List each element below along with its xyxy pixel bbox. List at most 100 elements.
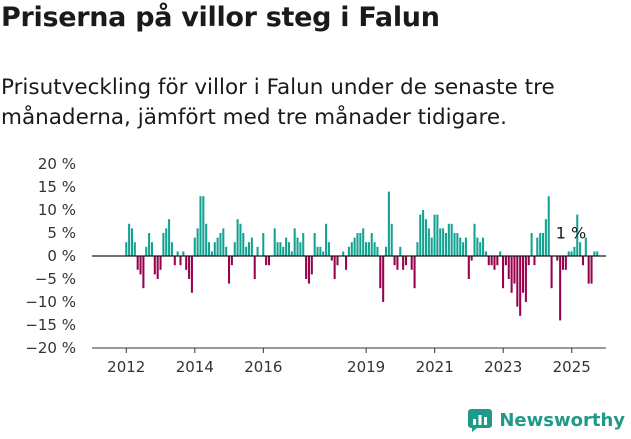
bar	[430, 237, 433, 256]
x-tick-label: 2016	[244, 358, 282, 376]
bar	[559, 256, 562, 321]
bar	[393, 256, 396, 266]
bar	[365, 242, 368, 256]
bar	[276, 242, 279, 256]
bar	[539, 233, 542, 256]
bar	[287, 242, 290, 256]
bar	[402, 256, 405, 270]
bar	[185, 256, 188, 270]
bar	[433, 214, 436, 256]
bar	[482, 237, 485, 256]
bar	[188, 256, 191, 279]
bar	[567, 251, 570, 256]
bar	[564, 256, 567, 270]
bar	[424, 219, 428, 256]
bar	[579, 242, 582, 256]
y-tick-label: −5 %	[35, 270, 76, 288]
bar	[596, 251, 599, 256]
bar	[327, 242, 330, 256]
bar	[239, 223, 242, 256]
x-axis: 2012 2014 2016 2019 2021 2023 2025	[92, 347, 606, 376]
bar	[293, 228, 296, 256]
bar	[159, 256, 162, 270]
bar	[593, 251, 596, 256]
bar	[459, 237, 462, 256]
y-axis: 20 % 15 % 10 % 5 % 0 % −5 % −10 % −15 % −20 %	[25, 155, 76, 357]
y-tick-label: 10 %	[38, 201, 76, 219]
bar	[199, 196, 202, 256]
bar	[496, 256, 499, 266]
bar	[173, 256, 176, 266]
bar	[376, 246, 379, 256]
bar	[213, 242, 216, 256]
bar	[576, 214, 579, 256]
y-tick-label: 0 %	[47, 247, 76, 265]
bar	[130, 228, 134, 256]
bar	[587, 256, 590, 284]
bar	[250, 237, 253, 256]
bar	[453, 233, 456, 256]
bar	[302, 233, 305, 256]
bar	[273, 228, 276, 256]
bar	[419, 214, 422, 256]
bar	[522, 256, 525, 293]
bar	[182, 251, 185, 256]
bar	[342, 251, 345, 256]
bar-series	[125, 191, 599, 321]
bar	[399, 246, 402, 256]
bar	[236, 219, 239, 256]
bar	[442, 228, 445, 256]
bar	[490, 256, 493, 266]
bar	[584, 237, 587, 256]
bar	[253, 256, 256, 279]
bar	[524, 256, 527, 302]
bar	[219, 233, 222, 256]
bar	[176, 251, 179, 256]
bar	[447, 223, 450, 256]
bar	[225, 246, 228, 256]
bar	[382, 256, 385, 302]
bar	[350, 242, 353, 256]
bar	[136, 256, 139, 270]
bar	[193, 237, 196, 256]
bar	[307, 256, 310, 284]
y-tick-label: −10 %	[25, 293, 76, 311]
bar	[450, 223, 453, 256]
bar	[356, 233, 359, 256]
bar	[279, 242, 282, 256]
chart-title: Priserna på villor steg i Falun	[1, 2, 440, 33]
bar	[359, 233, 362, 256]
bar	[379, 256, 382, 289]
bar	[305, 256, 308, 279]
bar	[319, 246, 322, 256]
bar	[387, 191, 390, 256]
bar	[233, 242, 236, 256]
bar	[519, 256, 522, 316]
bar	[196, 228, 199, 256]
bar	[170, 242, 173, 256]
bar-chart: 20 % 15 % 10 % 5 % 0 % −5 % −10 % −15 % −20 % 20…	[25, 155, 606, 376]
y-tick-label: −15 %	[25, 316, 76, 334]
bar	[444, 233, 447, 256]
bar	[573, 246, 576, 256]
bar	[416, 242, 419, 256]
bar	[330, 256, 333, 261]
bar	[228, 256, 231, 284]
bar	[128, 223, 131, 256]
bar	[256, 246, 259, 256]
bar	[345, 256, 348, 270]
y-tick-label: −20 %	[25, 339, 76, 357]
y-tick-label: 5 %	[47, 224, 76, 242]
bar	[285, 237, 288, 256]
x-tick-label: 2023	[484, 358, 522, 376]
chart-subtitle: Prisutveckling för villor i Falun under …	[1, 75, 555, 130]
bar	[536, 237, 539, 256]
bar	[313, 233, 316, 256]
bar	[156, 256, 159, 279]
bar	[370, 233, 373, 256]
bar	[310, 256, 313, 275]
bar	[190, 256, 193, 293]
bar	[570, 251, 573, 256]
bar	[179, 256, 182, 266]
bar	[222, 228, 225, 256]
